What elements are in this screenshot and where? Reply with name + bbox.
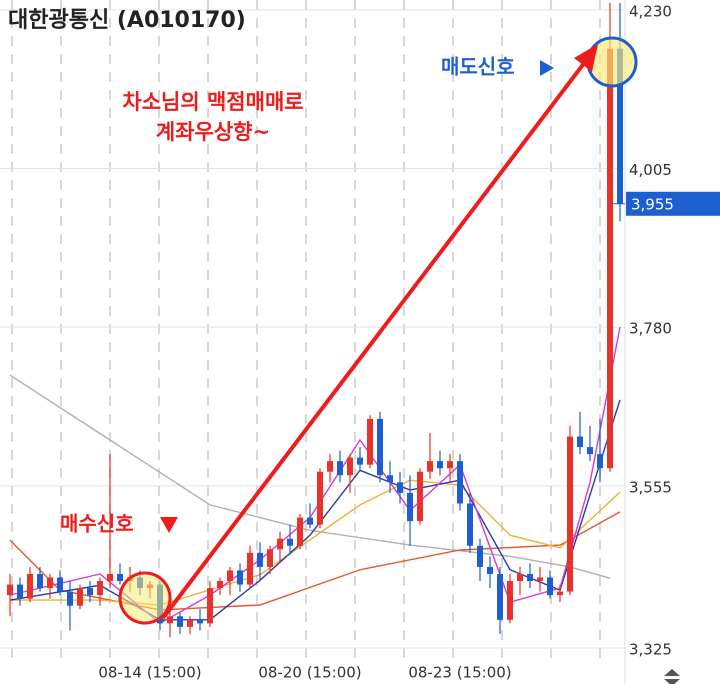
- candle-body: [547, 577, 553, 596]
- chart-title: 대한광통신 (A010170): [8, 8, 246, 33]
- candle-body: [47, 577, 53, 589]
- candle-body: [17, 584, 23, 599]
- y-tick-label: 3,555: [629, 478, 672, 496]
- candle-body: [267, 549, 273, 567]
- candle-body: [27, 573, 33, 599]
- candle-body: [467, 503, 473, 546]
- candle-body: [237, 570, 243, 585]
- candle-body: [217, 581, 223, 589]
- candle-body: [337, 461, 343, 476]
- candle-body: [247, 552, 253, 585]
- candle-body: [37, 573, 43, 589]
- candle-body: [407, 492, 413, 522]
- sell-circle: [586, 36, 638, 88]
- candle-body: [57, 577, 63, 592]
- candle-body: [67, 591, 73, 606]
- candle-body: [487, 566, 493, 574]
- candle-body: [187, 619, 193, 627]
- candle-body: [197, 619, 203, 624]
- candle-body: [517, 573, 523, 582]
- candle-body: [477, 545, 483, 567]
- y-tick-label: 3,325: [629, 641, 672, 659]
- sell-signal-icon: [540, 60, 554, 76]
- candle-body: [367, 418, 373, 465]
- x-tick-label: 08-23 (15:00): [408, 664, 511, 682]
- vertical-grid: [0, 0, 625, 660]
- last-price-box: [626, 191, 720, 216]
- annotation: 계좌우상향~: [156, 120, 270, 144]
- candle-body: [567, 436, 573, 592]
- candle-body: [457, 461, 463, 504]
- candle-body: [597, 454, 603, 469]
- candle-body: [347, 457, 353, 476]
- trend-arrow-head: [574, 44, 598, 72]
- x-tick-label: 08-14 (15:00): [98, 664, 201, 682]
- candle-body: [577, 436, 583, 448]
- x-axis-band: [0, 660, 625, 684]
- y-tick-label: 3,780: [629, 320, 672, 338]
- scroll-icon: [664, 669, 680, 684]
- moving-average: [9, 511, 621, 611]
- candle-body: [537, 577, 543, 582]
- candle-body: [167, 616, 173, 624]
- candle-body: [307, 517, 313, 525]
- y-tick-label: 4,230: [629, 2, 672, 20]
- candle-body: [447, 461, 453, 469]
- candle-body: [77, 588, 83, 606]
- candle-body: [427, 461, 433, 472]
- candle-body: [317, 471, 323, 525]
- candle-body: [377, 418, 383, 476]
- candle-body: [437, 461, 443, 469]
- candle-body: [417, 471, 423, 522]
- scroll-down: [664, 679, 680, 684]
- moving-average: [9, 374, 611, 579]
- candle-body: [107, 573, 113, 582]
- candle-body: [387, 475, 393, 483]
- y-tick-label: 4,005: [629, 161, 672, 179]
- candle-body: [357, 457, 363, 465]
- candle-body: [7, 584, 13, 596]
- trend-arrow: [161, 56, 590, 620]
- candle-body: [177, 616, 183, 627]
- scroll-up: [664, 669, 680, 676]
- candle-body: [497, 573, 503, 620]
- candle-body: [297, 517, 303, 546]
- candle-body: [97, 581, 103, 596]
- candle-body: [587, 447, 593, 455]
- candle-body: [277, 538, 283, 550]
- candle-body: [87, 588, 93, 596]
- buy-signal-icon: [160, 517, 178, 533]
- candle-body: [527, 573, 533, 582]
- annotation: 차소님의 맥점매매로: [122, 90, 303, 114]
- candle-body: [227, 570, 233, 582]
- candle-body: [507, 581, 513, 620]
- buy-circle: [118, 571, 172, 625]
- candle-body: [117, 573, 123, 582]
- candle-body: [397, 482, 403, 493]
- buy-signal-label: 매수신호: [60, 512, 134, 536]
- candle-body: [207, 588, 213, 624]
- candle-body: [607, 48, 613, 469]
- candle-body: [287, 538, 293, 546]
- x-tick-label: 08-20 (15:00): [258, 664, 361, 682]
- sell-signal-label: 매도신호: [441, 55, 515, 79]
- candle-body: [327, 461, 333, 472]
- last-price-label: 3,955: [631, 195, 674, 213]
- candle-body: [617, 48, 623, 204]
- candle-body: [257, 552, 263, 567]
- candle-body: [557, 591, 563, 596]
